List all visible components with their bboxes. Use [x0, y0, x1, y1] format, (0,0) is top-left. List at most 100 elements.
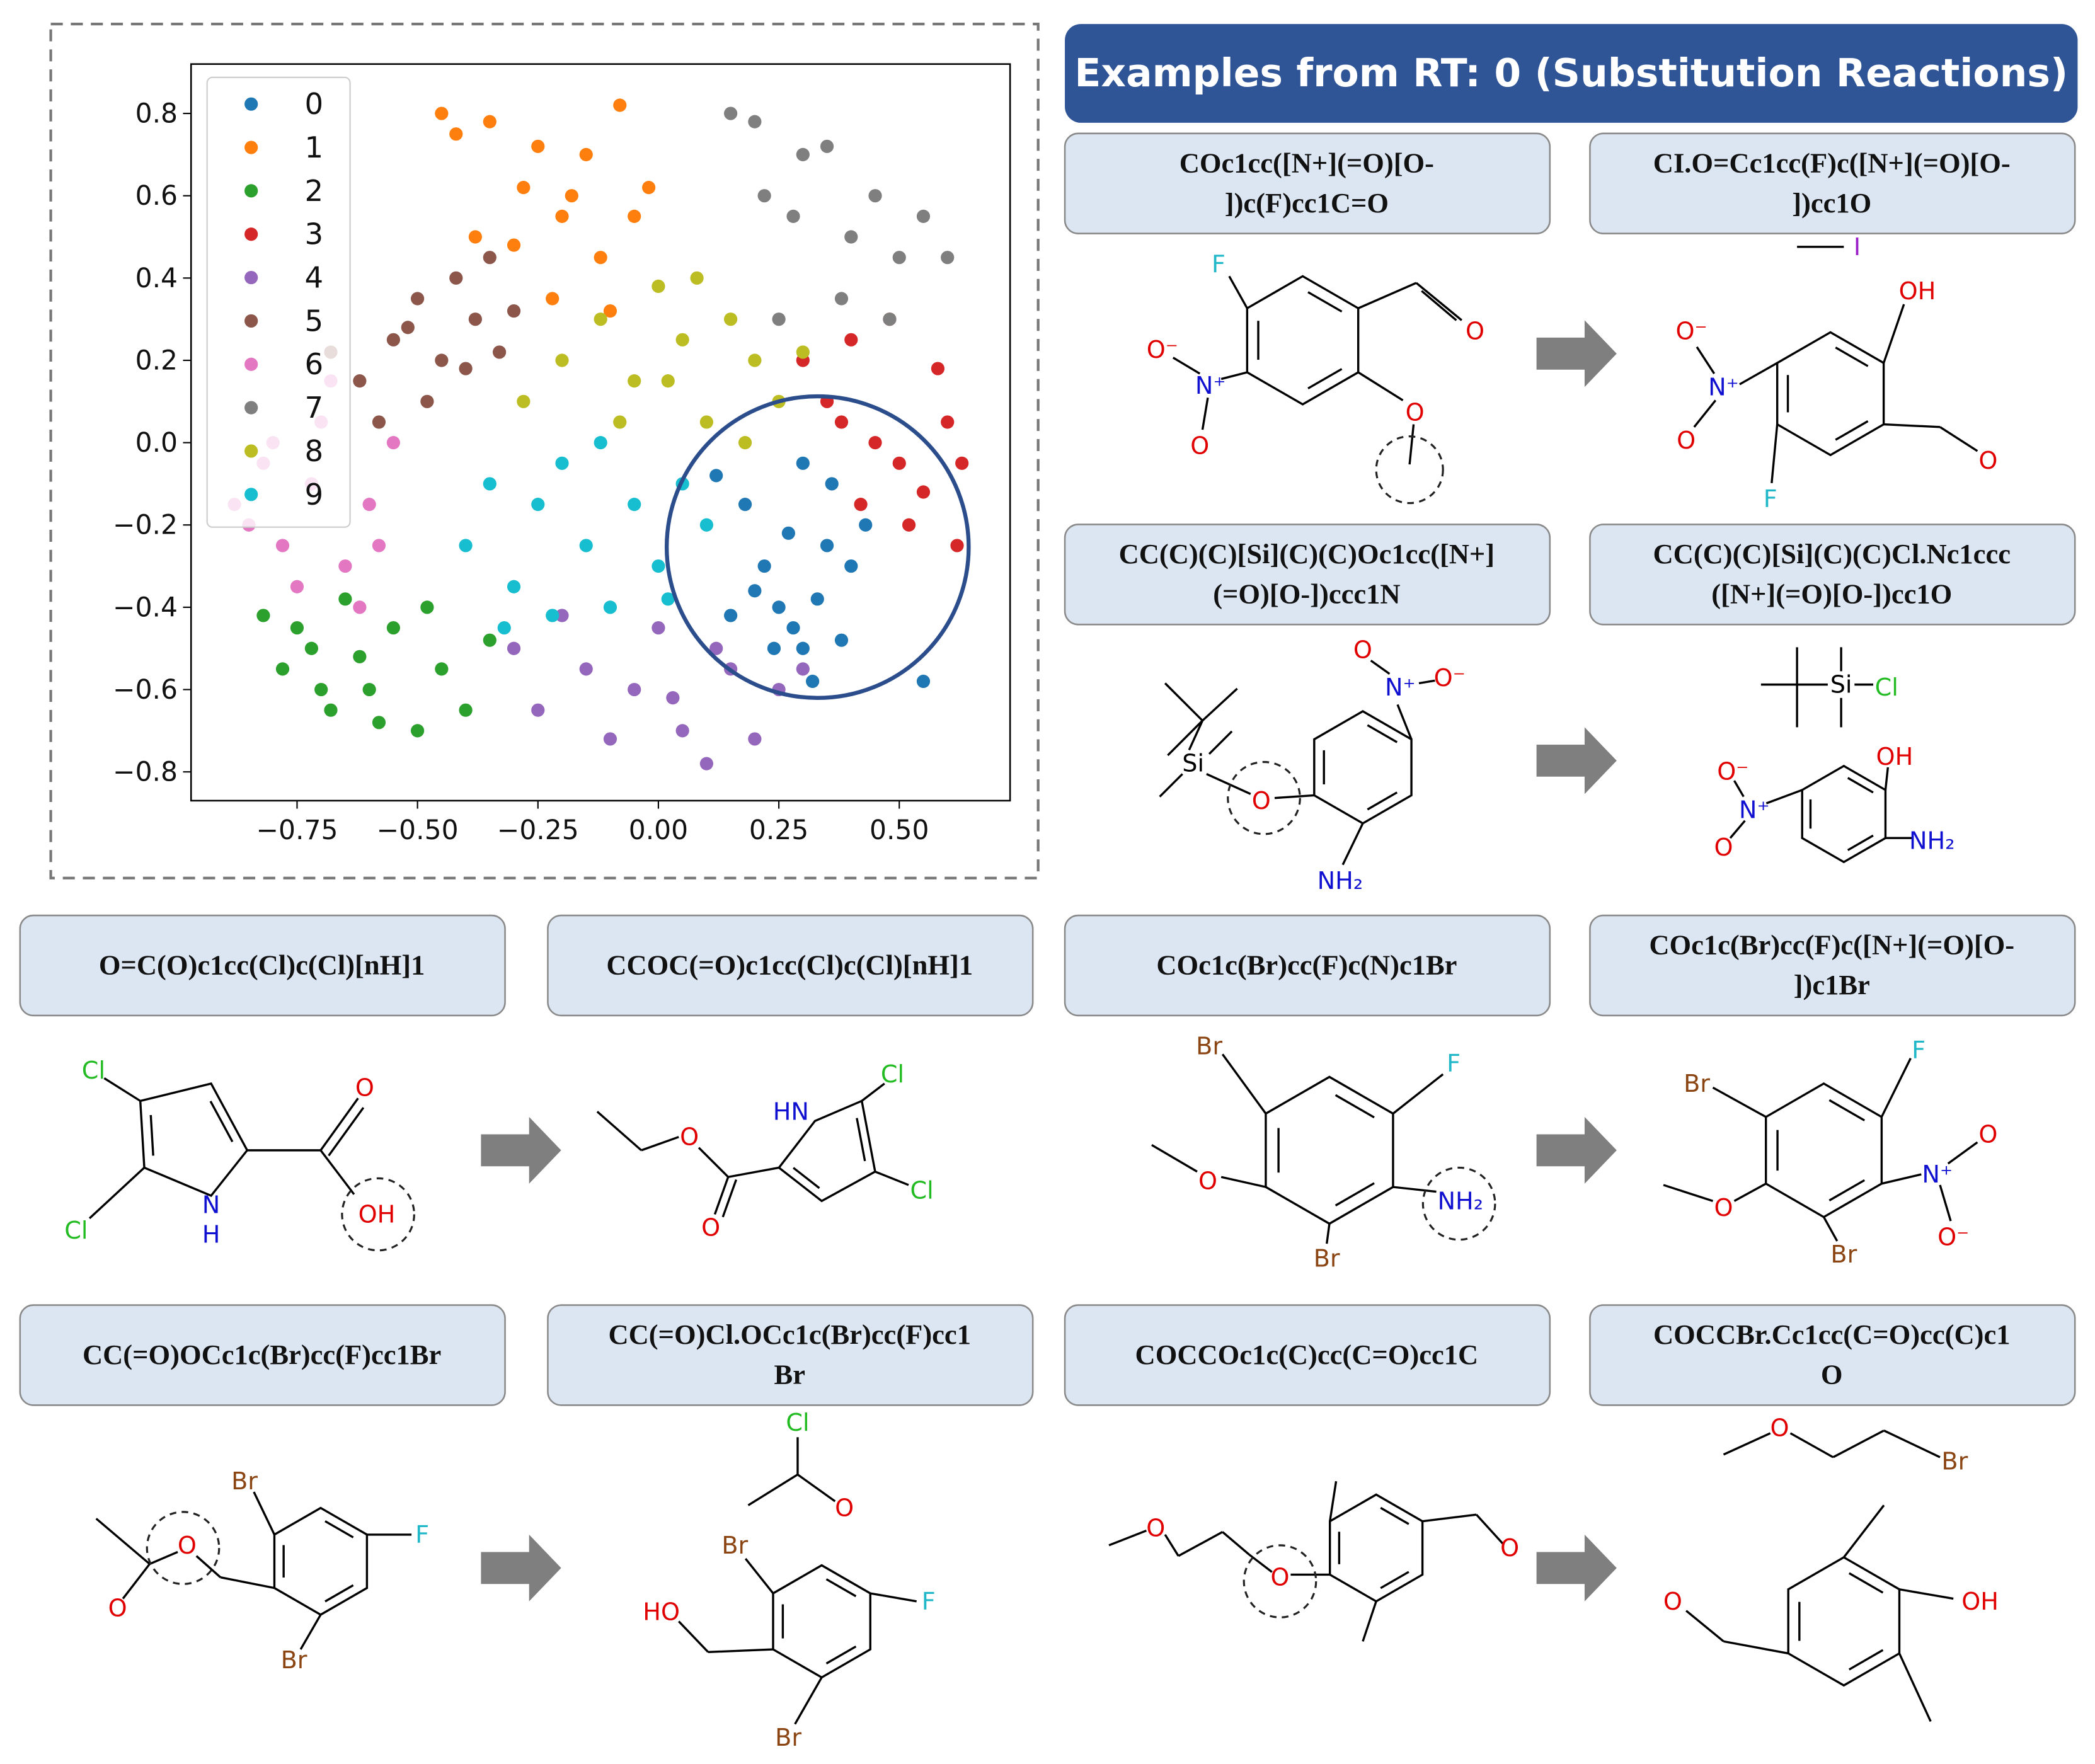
ring — [1313, 710, 1413, 825]
atom-label: O — [1500, 1534, 1519, 1562]
smiles-box — [1589, 132, 2076, 234]
smiles-box — [1064, 524, 1551, 626]
scatter-point — [757, 189, 771, 203]
molecule: Cl Cl NH O OH — [64, 1057, 415, 1252]
atom-label: Cl — [82, 1057, 105, 1084]
header-title: Examples from RT: 0 (Substitution Reacti… — [1074, 51, 2068, 96]
bond — [1733, 780, 1745, 798]
bond — [1396, 704, 1413, 740]
atom-label: Cl — [881, 1060, 904, 1088]
scatter-point — [690, 271, 704, 285]
scatter-point — [531, 139, 545, 153]
bond — [1828, 1179, 1866, 1201]
scatter-point — [892, 251, 906, 265]
scatter-point — [724, 609, 738, 622]
atom-label: OH — [1899, 277, 1936, 305]
scatter-point — [546, 292, 560, 306]
bond — [319, 1097, 359, 1151]
smiles-text: O — [1821, 1359, 1843, 1390]
ring — [772, 1564, 871, 1679]
bond — [299, 1614, 322, 1650]
atom-label: NH₂ — [1909, 827, 1955, 854]
bond — [708, 1648, 774, 1654]
scatter-point — [892, 456, 906, 470]
atom-label: Br — [1196, 1033, 1222, 1060]
bond — [825, 1645, 857, 1664]
scatter-point — [786, 621, 800, 635]
bond — [1172, 357, 1201, 375]
scatter-point — [916, 674, 931, 689]
scatter-point — [628, 209, 641, 223]
bond — [95, 1518, 151, 1565]
scatter-point — [517, 181, 531, 195]
y-tick-label: −0.8 — [113, 757, 178, 788]
scatter-point — [386, 333, 400, 346]
scatter-point — [748, 584, 762, 598]
scatter-point — [497, 621, 511, 635]
scatter-point — [806, 674, 820, 689]
bond — [1415, 282, 1462, 321]
scatter-point — [628, 374, 641, 388]
smiles-text: O=C(O)c1cc(Cl)c(Cl)[nH]1 — [99, 949, 425, 980]
scatter-point — [386, 621, 400, 635]
bond — [1422, 1513, 1477, 1523]
scatter-point — [314, 682, 328, 697]
atom-label: F — [415, 1521, 429, 1549]
bond — [1370, 660, 1391, 675]
bond — [1392, 1073, 1444, 1114]
ring — [1765, 1082, 1883, 1218]
atom-label: O — [1406, 399, 1425, 427]
bond — [1771, 424, 1779, 483]
smiles-text: ([N+](=O)[O-])cc1O — [1711, 578, 1952, 610]
scatter-point — [699, 415, 714, 429]
bond — [1881, 1173, 1922, 1185]
scatter-point — [531, 703, 545, 717]
bond — [209, 1101, 234, 1143]
scatter-point — [555, 456, 569, 470]
reaction-arrow — [1536, 1534, 1617, 1601]
bond — [1828, 1099, 1866, 1121]
smiles-box — [1589, 524, 2076, 626]
smiles-box — [547, 914, 1034, 1017]
atom-label: OH — [359, 1201, 396, 1228]
scatter-point — [546, 609, 560, 622]
bond — [794, 1676, 823, 1725]
smiles-text: ])cc1O — [1792, 187, 1871, 219]
smiles-box — [1064, 1304, 1551, 1406]
scatter-point — [435, 106, 449, 120]
legend-marker — [244, 488, 258, 501]
bond — [825, 1578, 857, 1598]
bond — [1848, 1572, 1884, 1594]
scatter-point — [950, 539, 964, 553]
ring — [777, 1099, 876, 1203]
atom-label: Si — [1182, 750, 1204, 777]
scatter-point — [362, 498, 376, 512]
reaction-arrow — [1536, 727, 1617, 794]
bond — [744, 1557, 774, 1595]
bond — [1939, 426, 1978, 452]
reaction-site — [1243, 1544, 1317, 1618]
scatter-point — [651, 559, 665, 573]
atom-label: O — [1714, 833, 1733, 861]
bond — [122, 1563, 151, 1600]
molecule: F N⁺ O⁻ O O O — [1147, 250, 1484, 505]
atom-label: N⁺ — [1922, 1160, 1953, 1188]
ring — [139, 1082, 249, 1197]
atom-label: O — [1978, 1120, 1997, 1148]
atom-label: O — [1146, 1514, 1165, 1542]
bond — [1835, 420, 1869, 441]
bond — [856, 1118, 866, 1162]
smiles-box — [19, 1304, 506, 1406]
atom-label: OH — [1961, 1588, 1999, 1615]
legend-marker — [244, 401, 258, 415]
bond — [220, 1576, 275, 1589]
bond — [1341, 823, 1364, 866]
smiles-text: (=O)[O-])ccc1N — [1213, 578, 1400, 610]
smiles-text: COc1c(Br)cc(F)c(N)c1Br — [1156, 949, 1457, 980]
scatter-point — [555, 209, 569, 223]
bond — [1693, 399, 1717, 428]
bond — [1847, 834, 1874, 851]
bond — [1178, 1531, 1224, 1557]
scatter-point — [555, 609, 569, 622]
